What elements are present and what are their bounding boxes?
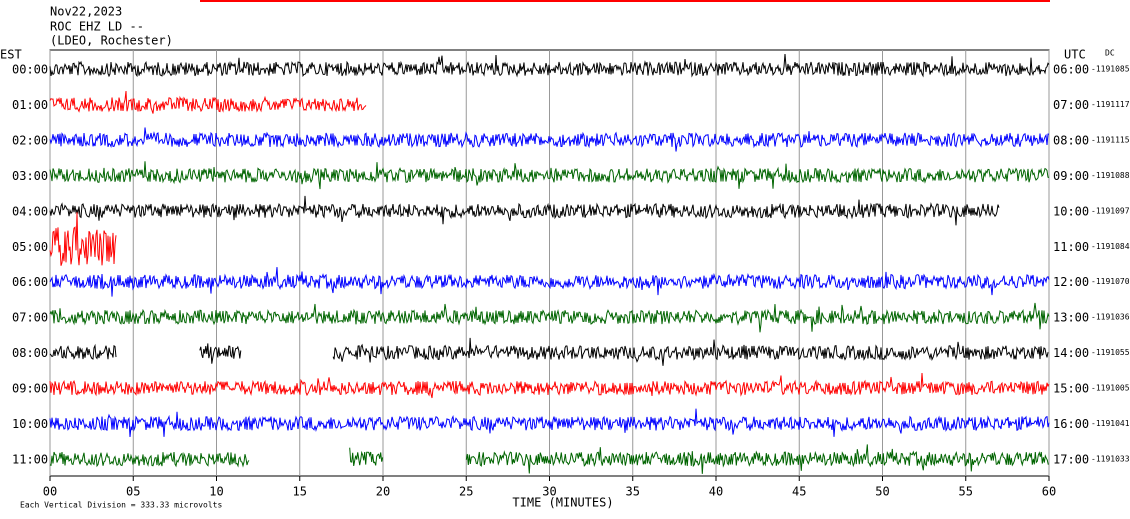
x-tick-label: 05	[126, 485, 140, 499]
dc-offset: -1191005	[1091, 384, 1130, 393]
x-tick-label: 10	[209, 485, 223, 499]
trace	[49, 90, 367, 114]
x-tick-label: 35	[626, 485, 640, 499]
x-tick-label: 45	[792, 485, 806, 499]
dc-offset: -1191070	[1091, 277, 1130, 286]
x-tick-label: 15	[293, 485, 307, 499]
est-label: 11:00	[12, 452, 48, 466]
dc-offset: -1191033	[1091, 454, 1130, 463]
trace	[49, 408, 1050, 438]
est-label: 08:00	[12, 346, 48, 360]
trace	[49, 302, 1050, 333]
x-axis-label: TIME (MINUTES)	[512, 496, 613, 510]
trace	[49, 54, 1050, 78]
trace	[349, 447, 384, 466]
utc-label: 13:00	[1053, 311, 1089, 325]
trace	[49, 195, 1000, 226]
trace	[49, 267, 1050, 297]
est-label: 00:00	[12, 63, 48, 77]
x-tick-label: 55	[959, 485, 973, 499]
est-label: 02:00	[12, 133, 48, 147]
x-tick-label: 25	[459, 485, 473, 499]
x-tick-label: 20	[376, 485, 390, 499]
est-label: 06:00	[12, 275, 48, 289]
trace	[49, 212, 117, 266]
trace	[199, 343, 242, 364]
x-tick-label: 40	[709, 485, 723, 499]
utc-label: 08:00	[1053, 133, 1089, 147]
dc-offset: -1191115	[1091, 135, 1130, 144]
trace	[332, 337, 1049, 366]
dc-offset: -1191055	[1091, 348, 1130, 357]
utc-label: 09:00	[1053, 169, 1089, 183]
dc-offset: -1191097	[1091, 206, 1130, 215]
utc-label: 07:00	[1053, 98, 1089, 112]
title-line: ROC EHZ LD --	[50, 20, 144, 34]
est-label: 03:00	[12, 169, 48, 183]
est-label: 09:00	[12, 382, 48, 396]
dc-offset: -1191041	[1091, 419, 1130, 428]
trace	[49, 372, 1050, 399]
est-label: 10:00	[12, 417, 48, 431]
x-tick-label: 50	[875, 485, 889, 499]
trace	[49, 161, 1050, 190]
utc-label: 12:00	[1053, 275, 1089, 289]
right-axis-label: UTC	[1064, 48, 1086, 62]
est-label: 05:00	[12, 240, 48, 254]
dc-offset: -1191088	[1091, 171, 1130, 180]
dc-offset: -1191085	[1091, 65, 1130, 74]
x-tick-label: 60	[1042, 485, 1056, 499]
title-line: (LDEO, Rochester)	[50, 34, 173, 48]
utc-label: 15:00	[1053, 382, 1089, 396]
est-label: 04:00	[12, 204, 48, 218]
scale-note: Each Vertical Division = 333.33 microvol…	[20, 501, 222, 510]
est-label: 07:00	[12, 311, 48, 325]
trace	[49, 343, 117, 360]
trace	[465, 444, 1049, 474]
dc-offset: -1191036	[1091, 313, 1130, 322]
utc-label: 14:00	[1053, 346, 1089, 360]
utc-label: 06:00	[1053, 63, 1089, 77]
utc-label: 11:00	[1053, 240, 1089, 254]
dc-offset: -1191117	[1091, 100, 1130, 109]
utc-label: 10:00	[1053, 204, 1089, 218]
x-tick-label: 00	[43, 485, 57, 499]
utc-label: 17:00	[1053, 452, 1089, 466]
trace	[49, 451, 250, 468]
left-axis-label: EST	[0, 48, 22, 62]
title-line: Nov22,2023	[50, 5, 122, 19]
est-label: 01:00	[12, 98, 48, 112]
x-tick-label: 30	[542, 485, 556, 499]
utc-label: 16:00	[1053, 417, 1089, 431]
trace	[49, 127, 1050, 152]
dc-label: DC	[1105, 49, 1115, 58]
dc-offset: -1191084	[1091, 242, 1130, 251]
